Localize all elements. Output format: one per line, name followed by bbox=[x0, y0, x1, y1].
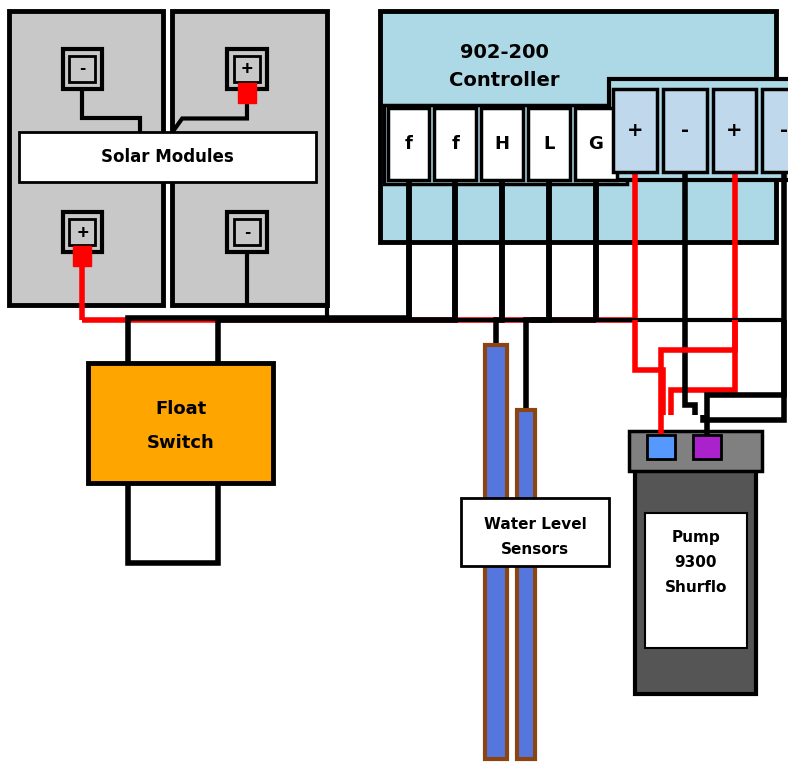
Bar bbox=[62, 213, 103, 253]
Bar bbox=[485, 345, 507, 759]
Text: G: G bbox=[589, 136, 604, 153]
Bar bbox=[629, 431, 762, 470]
Bar bbox=[234, 219, 260, 246]
Bar bbox=[663, 89, 706, 172]
Bar bbox=[713, 89, 757, 172]
Bar bbox=[388, 109, 430, 180]
Text: +: + bbox=[76, 225, 88, 239]
Bar bbox=[379, 11, 777, 243]
Text: Float: Float bbox=[155, 400, 206, 417]
Text: -: - bbox=[244, 225, 250, 239]
Text: H: H bbox=[495, 136, 510, 153]
Bar bbox=[762, 89, 790, 172]
Text: 9300: 9300 bbox=[675, 555, 717, 570]
Text: Water Level: Water Level bbox=[483, 517, 586, 532]
Bar bbox=[238, 82, 256, 102]
Text: -: - bbox=[781, 121, 788, 140]
Bar bbox=[227, 49, 267, 89]
Text: +: + bbox=[241, 61, 254, 76]
Bar bbox=[529, 109, 570, 180]
Text: +: + bbox=[626, 121, 643, 140]
Bar bbox=[461, 497, 609, 566]
Text: -: - bbox=[681, 121, 689, 140]
Bar bbox=[88, 363, 273, 483]
Text: f: f bbox=[404, 136, 412, 153]
Text: +: + bbox=[76, 225, 88, 239]
Bar bbox=[645, 513, 747, 648]
Bar bbox=[19, 132, 316, 182]
Bar bbox=[9, 11, 164, 305]
Bar bbox=[481, 109, 523, 180]
Bar bbox=[575, 109, 617, 180]
Text: f: f bbox=[451, 136, 459, 153]
Bar bbox=[635, 463, 757, 695]
Bar bbox=[517, 410, 535, 759]
Text: Shurflo: Shurflo bbox=[664, 580, 727, 595]
Bar bbox=[234, 55, 260, 82]
Text: +: + bbox=[241, 61, 254, 76]
Text: Controller: Controller bbox=[449, 71, 559, 90]
Bar bbox=[384, 105, 627, 184]
Text: -: - bbox=[79, 61, 85, 76]
Text: L: L bbox=[544, 136, 555, 153]
Text: Switch: Switch bbox=[147, 434, 215, 452]
Text: Solar Modules: Solar Modules bbox=[101, 149, 234, 166]
Bar bbox=[693, 435, 720, 459]
Bar bbox=[435, 109, 476, 180]
Bar bbox=[172, 11, 327, 305]
Bar bbox=[647, 435, 675, 459]
Bar bbox=[70, 55, 96, 82]
Bar bbox=[62, 49, 103, 89]
Text: +: + bbox=[726, 121, 743, 140]
Bar bbox=[613, 89, 656, 172]
Text: Pump: Pump bbox=[672, 531, 720, 545]
Text: 902-200: 902-200 bbox=[460, 43, 549, 62]
Text: Sensors: Sensors bbox=[501, 542, 570, 557]
Bar bbox=[227, 213, 267, 253]
Bar bbox=[609, 79, 790, 180]
Bar bbox=[73, 246, 92, 266]
Bar bbox=[70, 219, 96, 246]
